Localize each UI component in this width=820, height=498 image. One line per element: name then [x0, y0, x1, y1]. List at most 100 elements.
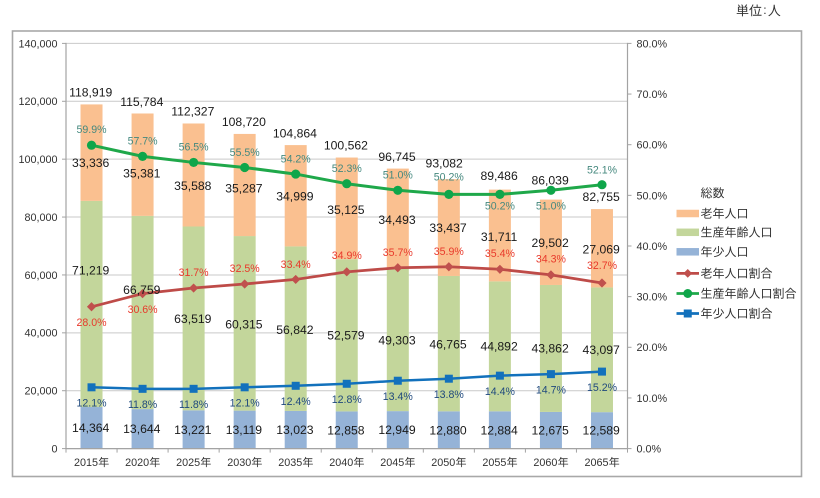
- svg-text:35.9%: 35.9%: [434, 246, 465, 258]
- svg-text:13.4%: 13.4%: [383, 391, 414, 403]
- svg-text:49,303: 49,303: [378, 334, 415, 348]
- svg-text:50.2%: 50.2%: [485, 200, 516, 212]
- svg-text:56.5%: 56.5%: [179, 142, 210, 154]
- svg-text:44,892: 44,892: [480, 340, 517, 354]
- svg-text:13,644: 13,644: [123, 422, 160, 436]
- svg-text:66,759: 66,759: [123, 283, 160, 297]
- svg-text:54.2%: 54.2%: [281, 153, 312, 165]
- svg-text:100,000: 100,000: [18, 154, 57, 166]
- svg-text:32.7%: 32.7%: [587, 260, 618, 272]
- svg-text:57.7%: 57.7%: [128, 136, 159, 148]
- svg-text:2060: 2060: [533, 457, 557, 469]
- svg-text:2035: 2035: [278, 457, 302, 469]
- svg-text:12,675: 12,675: [531, 424, 568, 438]
- svg-text:80.0%: 80.0%: [637, 38, 668, 50]
- svg-text:13,119: 13,119: [226, 423, 263, 437]
- svg-text:51.0%: 51.0%: [536, 200, 567, 212]
- svg-text:35,588: 35,588: [174, 179, 211, 193]
- svg-text:2030: 2030: [227, 457, 251, 469]
- svg-text:35.4%: 35.4%: [485, 248, 516, 260]
- svg-text:2055: 2055: [482, 457, 506, 469]
- svg-text:56,842: 56,842: [276, 323, 313, 337]
- svg-text:43,862: 43,862: [531, 342, 568, 356]
- svg-text:118,919: 118,919: [69, 86, 112, 100]
- svg-text:35,381: 35,381: [123, 166, 160, 180]
- svg-text:140,000: 140,000: [18, 38, 57, 50]
- svg-text:100,562: 100,562: [324, 139, 368, 153]
- svg-text:34.9%: 34.9%: [332, 250, 363, 262]
- svg-text:12,949: 12,949: [378, 423, 415, 437]
- svg-text:12.8%: 12.8%: [332, 394, 363, 406]
- svg-text:11.8%: 11.8%: [128, 399, 158, 411]
- svg-text:43,097: 43,097: [583, 343, 620, 357]
- svg-text:70.0%: 70.0%: [637, 89, 668, 101]
- svg-text:10.0%: 10.0%: [637, 393, 668, 405]
- svg-text:2025: 2025: [176, 457, 200, 469]
- svg-text:40,000: 40,000: [24, 328, 57, 340]
- svg-text:86,039: 86,039: [531, 174, 568, 188]
- svg-text:14.7%: 14.7%: [536, 384, 567, 396]
- svg-text:13.8%: 13.8%: [434, 389, 465, 401]
- svg-text:2020: 2020: [125, 457, 149, 469]
- svg-text:27,069: 27,069: [583, 242, 620, 256]
- svg-text:52.1%: 52.1%: [587, 164, 618, 176]
- svg-text:2015: 2015: [74, 457, 98, 469]
- svg-text:80,000: 80,000: [24, 212, 57, 224]
- svg-text:13,023: 13,023: [276, 423, 313, 437]
- svg-text:51.0%: 51.0%: [383, 170, 414, 182]
- svg-text:15.2%: 15.2%: [587, 382, 618, 394]
- svg-text:0.0%: 0.0%: [637, 444, 662, 456]
- svg-text:93,082: 93,082: [426, 156, 463, 170]
- svg-text:104,864: 104,864: [273, 126, 317, 140]
- svg-text:52.3%: 52.3%: [332, 163, 363, 175]
- svg-text:63,519: 63,519: [174, 312, 211, 326]
- svg-text:34,999: 34,999: [276, 190, 313, 204]
- svg-text:33,437: 33,437: [429, 221, 466, 235]
- svg-text:12,884: 12,884: [480, 423, 517, 437]
- svg-text:12,880: 12,880: [429, 423, 466, 437]
- svg-text:108,720: 108,720: [222, 115, 266, 129]
- svg-text:115,784: 115,784: [120, 95, 163, 109]
- svg-text:14,364: 14,364: [72, 421, 109, 435]
- svg-text:35,125: 35,125: [327, 203, 364, 217]
- svg-text:82,755: 82,755: [583, 190, 620, 204]
- svg-text:34,493: 34,493: [378, 213, 415, 227]
- svg-text:50.2%: 50.2%: [434, 171, 465, 183]
- svg-text:112,327: 112,327: [171, 105, 214, 119]
- svg-text:2040: 2040: [329, 457, 353, 469]
- svg-text:55.5%: 55.5%: [230, 147, 261, 159]
- svg-text:71,219: 71,219: [72, 263, 109, 277]
- svg-text:60,000: 60,000: [24, 270, 57, 282]
- svg-text:20.0%: 20.0%: [637, 342, 668, 354]
- svg-text:33,336: 33,336: [72, 156, 109, 170]
- svg-text:59.9%: 59.9%: [76, 124, 107, 136]
- svg-text:96,745: 96,745: [378, 150, 415, 164]
- svg-text:31.7%: 31.7%: [179, 267, 210, 279]
- svg-text:35,287: 35,287: [225, 182, 262, 196]
- svg-text:30.0%: 30.0%: [637, 292, 668, 304]
- svg-text:60,315: 60,315: [225, 318, 262, 332]
- svg-text:12.1%: 12.1%: [230, 398, 261, 410]
- svg-text:50.0%: 50.0%: [637, 190, 668, 202]
- svg-text:12.4%: 12.4%: [281, 396, 312, 408]
- svg-text:35.7%: 35.7%: [383, 247, 414, 259]
- svg-text:13,221: 13,221: [174, 423, 211, 437]
- svg-text:60.0%: 60.0%: [637, 140, 668, 152]
- svg-text:2045: 2045: [380, 457, 404, 469]
- svg-text::: :: [763, 3, 766, 17]
- svg-text:12,858: 12,858: [327, 423, 364, 437]
- svg-text:34.3%: 34.3%: [536, 254, 567, 266]
- svg-text:120,000: 120,000: [18, 96, 57, 108]
- svg-text:2065: 2065: [585, 457, 609, 469]
- svg-text:31,711: 31,711: [481, 230, 518, 244]
- svg-text:28.0%: 28.0%: [76, 317, 107, 329]
- svg-text:12,589: 12,589: [583, 424, 620, 438]
- svg-text:11.8%: 11.8%: [179, 399, 209, 411]
- svg-text:46,765: 46,765: [429, 337, 466, 351]
- svg-text:12.1%: 12.1%: [76, 398, 107, 410]
- svg-text:20,000: 20,000: [24, 386, 57, 398]
- svg-text:33.4%: 33.4%: [281, 259, 312, 271]
- svg-text:29,502: 29,502: [531, 236, 568, 250]
- svg-text:30.6%: 30.6%: [128, 304, 159, 316]
- svg-text:32.5%: 32.5%: [230, 263, 261, 275]
